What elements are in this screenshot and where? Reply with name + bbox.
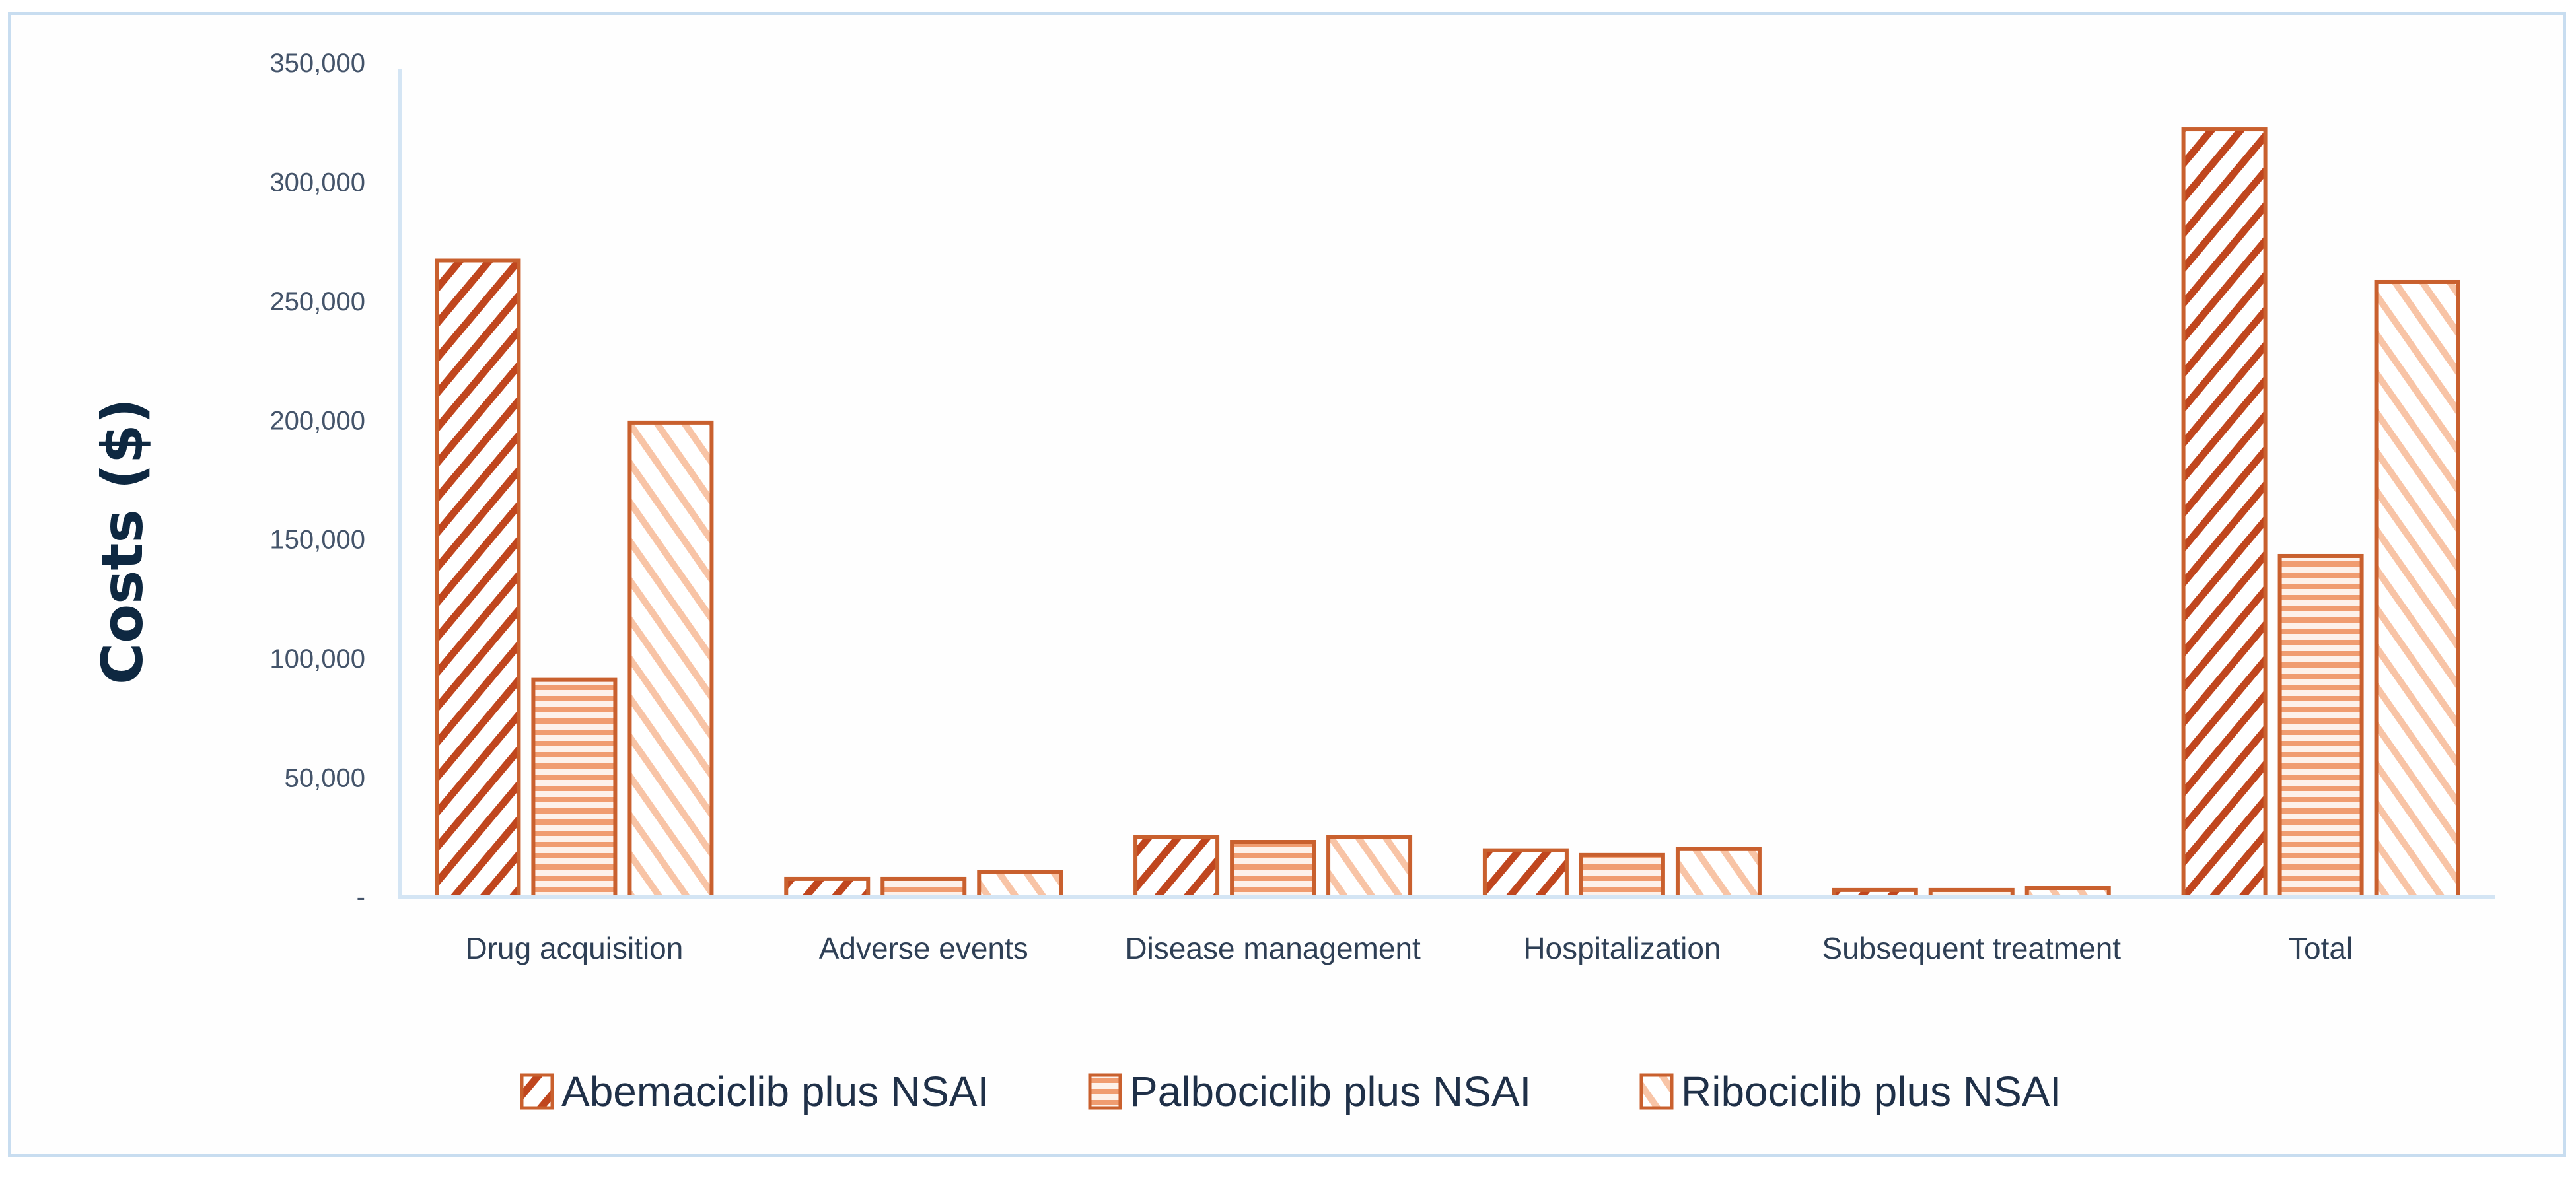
y-axis: - 50,000 100,000 150,000 200,000 250,000 300,0… — [269, 49, 402, 912]
bar-abemaciclib[interactable] — [784, 876, 871, 899]
bar-group-drug-acquisition — [435, 258, 714, 899]
bar-palbociclib[interactable] — [531, 677, 618, 899]
bar-ribociclib[interactable] — [627, 420, 714, 899]
bar-palbociclib[interactable] — [2277, 553, 2364, 899]
legend-swatch-icon — [1639, 1073, 1674, 1110]
bar-palbociclib[interactable] — [1579, 852, 1665, 899]
y-tick-label: 200,000 — [269, 406, 365, 435]
x-category-label: Hospitalization — [1523, 931, 1721, 965]
legend-label: Ribociclib plus NSAI — [1681, 1068, 2061, 1115]
legend-swatch-icon — [1088, 1073, 1122, 1110]
bar-abemaciclib[interactable] — [1482, 848, 1569, 899]
y-tick-label: 350,000 — [269, 49, 365, 78]
legend-label: Palbociclib plus NSAI — [1129, 1068, 1531, 1115]
bar-group-disease-management — [1133, 835, 1413, 899]
bar-group-total — [2181, 127, 2460, 899]
legend-swatch-icon — [520, 1073, 554, 1110]
y-tick-label: - — [357, 883, 365, 912]
bar-ribociclib[interactable] — [1675, 847, 1762, 899]
x-category-label: Adverse events — [819, 931, 1028, 965]
bar-group-adverse-events — [784, 870, 1063, 899]
x-category-label: Subsequent treatment — [1822, 931, 2121, 965]
y-tick-label: 50,000 — [285, 764, 365, 793]
y-tick-label: 250,000 — [269, 287, 365, 316]
y-tick-label: 150,000 — [269, 526, 365, 555]
bar-palbociclib[interactable] — [1230, 840, 1316, 899]
y-axis-title: Costs ($) — [90, 398, 156, 685]
legend-label: Abemaciclib plus NSAI — [561, 1068, 989, 1115]
y-tick-label: 300,000 — [269, 168, 365, 197]
bar-ribociclib[interactable] — [977, 870, 1063, 899]
x-axis: Drug acquisition Adverse events Disease ma… — [398, 895, 2495, 965]
legend: Abemaciclib plus NSAI Palbociclib plus NS… — [520, 1068, 2061, 1115]
y-axis-line — [398, 69, 402, 898]
bar-group-subsequent-treatment — [1832, 886, 2111, 899]
bar-group-hospitalization — [1482, 847, 1762, 899]
legend-item[interactable]: Ribociclib plus NSAI — [1639, 1068, 2061, 1115]
chart-frame — [8, 12, 2566, 1157]
x-axis-line — [398, 895, 2495, 899]
bar-abemaciclib[interactable] — [435, 258, 521, 899]
x-category-label: Disease management — [1125, 931, 1421, 965]
legend-item[interactable]: Palbociclib plus NSAI — [1088, 1068, 1531, 1115]
bar-abemaciclib[interactable] — [1133, 835, 1220, 899]
x-category-label: Total — [2289, 931, 2353, 965]
bar-ribociclib[interactable] — [1326, 835, 1413, 899]
bar-abemaciclib[interactable] — [2181, 127, 2268, 899]
x-category-label: Drug acquisition — [465, 931, 683, 965]
bar-palbociclib[interactable] — [880, 876, 967, 899]
legend-item[interactable]: Abemaciclib plus NSAI — [520, 1068, 989, 1115]
bars-layer — [435, 127, 2460, 899]
bar-ribociclib[interactable] — [2374, 279, 2460, 899]
y-tick-label: 100,000 — [269, 644, 365, 674]
